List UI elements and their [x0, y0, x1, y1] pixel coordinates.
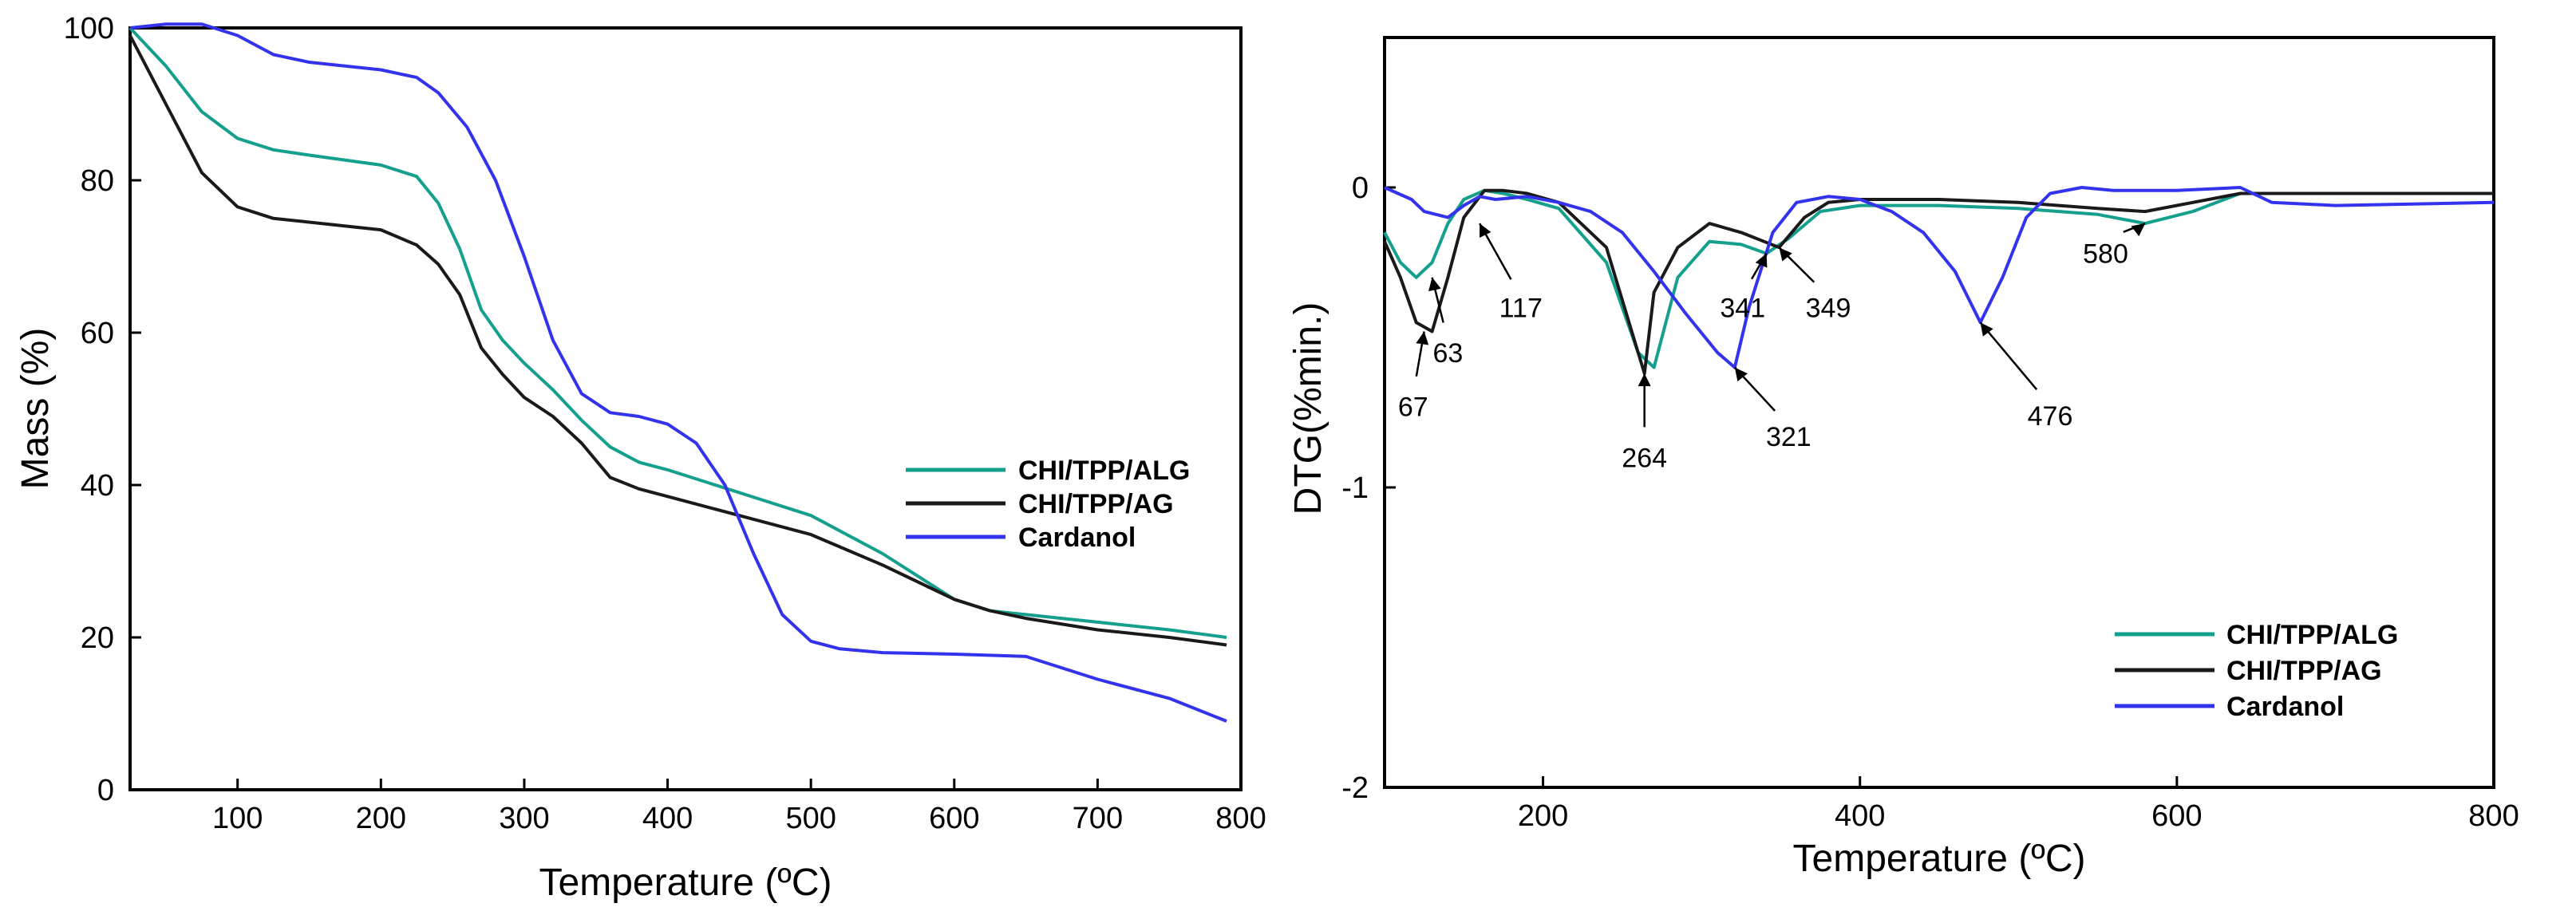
annotation-label-264: 264 [1622, 443, 1667, 473]
tga-legend-label-cardanol: Cardanol [1018, 523, 1136, 553]
tga-y-tick-label: 0 [97, 774, 114, 807]
annotation-label-117: 117 [1499, 293, 1543, 323]
dtg-legend-label-chi-tpp-alg: CHI/TPP/ALG [2226, 620, 2398, 650]
annotation-label-476: 476 [2028, 401, 2073, 432]
annotation-arrowhead-264 [1638, 373, 1651, 387]
dtg-line-cardanol [1384, 186, 2495, 369]
tga-x-tick-label: 500 [785, 802, 836, 835]
dtg-x-tick-label: 600 [2151, 799, 2202, 833]
annotation-arrowhead-476 [1980, 322, 1993, 337]
annotation-label-67: 67 [1398, 392, 1428, 422]
tga-x-tick-label: 100 [212, 802, 263, 835]
annotation-arrowhead-580 [2131, 223, 2146, 237]
tga-y-tick-label: 60 [81, 317, 114, 350]
dtg-legend-label-chi-tpp-ag: CHI/TPP/AG [2226, 656, 2382, 686]
tga-series-lines [128, 22, 1227, 723]
tga-x-axis-title: Temperature (ºC) [539, 862, 832, 904]
annotation-label-341: 341 [1720, 293, 1765, 323]
dtg-line-chi-tpp-alg [1383, 188, 2494, 369]
tga-x-tick-label: 400 [642, 802, 693, 835]
annotation-label-321: 321 [1766, 422, 1811, 452]
dtg-x-axis-title: Temperature (ºC) [1793, 838, 2086, 880]
tga-ticks: 100 200 300 400 500 600 700 800 0 20 40 60 80 100 [64, 12, 1266, 835]
dtg-x-tick-label: 400 [1835, 799, 1885, 833]
tga-line-cardanol [129, 22, 1227, 723]
tga-legend: CHI/TPP/ALG CHI/TPP/AG Cardanol [906, 456, 1190, 553]
annotation-arrowhead-341 [1755, 253, 1768, 268]
annotation-arrow-476 [1979, 321, 2038, 391]
dtg-y-axis-title: DTG(%min.) [1287, 302, 1329, 515]
annotation-arrowhead-67 [1416, 331, 1429, 345]
dtg-series-lines [1383, 186, 2495, 376]
annotation-arrowhead-321 [1734, 367, 1748, 382]
tga-legend-label-chi-tpp-alg: CHI/TPP/ALG [1018, 456, 1190, 486]
tga-y-axis-title: Mass (%) [14, 328, 57, 490]
annotation-label-580: 580 [2083, 239, 2128, 270]
tga-legend-label-chi-tpp-ag: CHI/TPP/AG [1018, 489, 1174, 519]
dtg-y-tick-label: 0 [1352, 172, 1369, 205]
tga-plot-frame [128, 26, 1243, 791]
dtg-y-tick-label: -2 [1341, 771, 1369, 805]
dtg-ticks: 200 400 600 800 0 -1 -2 [1341, 172, 2519, 833]
tga-x-tick-label: 600 [929, 802, 979, 835]
dtg-line-chi-tpp-ag [1383, 188, 2494, 376]
tga-x-tick-label: 700 [1073, 802, 1123, 835]
tga-y-tick-label: 20 [81, 621, 114, 655]
tga-y-tick-label: 80 [81, 164, 114, 198]
dtg-x-tick-label: 200 [1518, 799, 1568, 833]
dtg-legend-label-cardanol: Cardanol [2226, 692, 2344, 722]
annotation-arrowhead-349 [1779, 247, 1792, 262]
tga-y-tick-label: 40 [81, 469, 114, 503]
annotation-label-63: 63 [1433, 338, 1464, 369]
annotation-label-349: 349 [1806, 293, 1851, 323]
tga-line-chi-tpp-ag [128, 34, 1227, 647]
tga-x-tick-label: 800 [1215, 802, 1266, 835]
tga-x-tick-label: 300 [499, 802, 549, 835]
dtg-y-tick-label: -1 [1341, 471, 1369, 505]
tga-x-tick-label: 200 [356, 802, 406, 835]
tga-chart: 100 200 300 400 500 600 700 800 0 20 40 60 80 100 Tem… [14, 12, 1266, 904]
tga-y-tick-label: 100 [64, 12, 114, 45]
dtg-x-tick-label: 800 [2468, 799, 2519, 833]
annotation-arrowhead-117 [1480, 223, 1491, 239]
dtg-legend: CHI/TPP/ALG CHI/TPP/AG Cardanol [2115, 620, 2398, 722]
dtg-plot-frame [1383, 36, 2495, 789]
annotation-arrowhead-63 [1428, 277, 1441, 292]
